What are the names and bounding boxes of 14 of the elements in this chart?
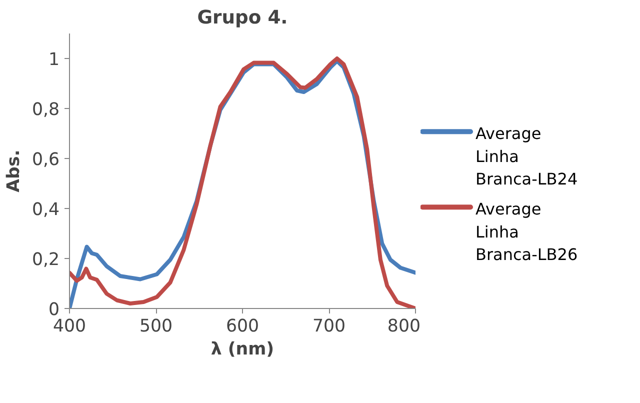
y-tick-label: 0,4 bbox=[32, 200, 60, 220]
x-tick-label: 500 bbox=[139, 316, 173, 336]
x-axis-title: λ (nm) bbox=[210, 340, 274, 360]
legend-label: Average Linha Branca-LB26 bbox=[476, 200, 578, 264]
legend-label: Average Linha Branca-LB24 bbox=[476, 124, 578, 189]
x-tick-label: 600 bbox=[226, 316, 260, 336]
chart-title: Grupo 4. bbox=[197, 8, 288, 28]
y-tick-label: 1 bbox=[48, 50, 60, 70]
x-tick-label: 700 bbox=[312, 316, 346, 336]
y-tick-label: 0,2 bbox=[32, 250, 60, 270]
y-tick-label: 0,8 bbox=[32, 100, 60, 120]
y-tick-label: 0,6 bbox=[32, 150, 60, 170]
x-tick-label: 800 bbox=[387, 316, 421, 336]
y-axis-title: Abs. bbox=[4, 150, 24, 192]
